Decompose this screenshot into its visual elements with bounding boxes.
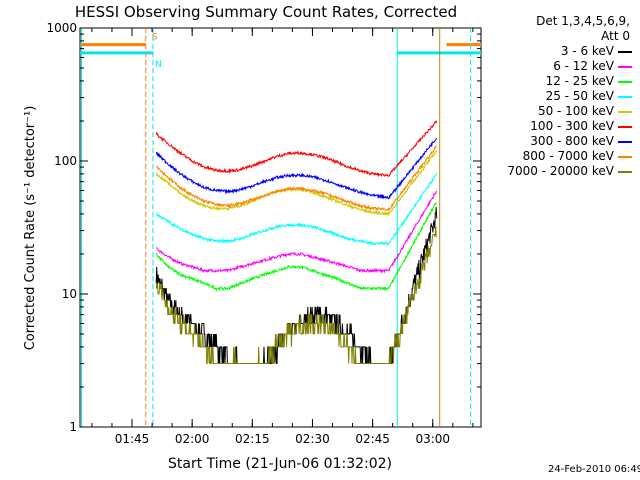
- legend-item: 6 - 12 keV: [496, 59, 636, 74]
- legend-header: Att 0: [496, 29, 636, 44]
- x-tick-label: 02:00: [175, 432, 210, 446]
- legend-item: 50 - 100 keV: [496, 104, 636, 119]
- legend-item: 800 - 7000 keV: [496, 149, 636, 164]
- legend-item: 3 - 6 keV: [496, 44, 636, 59]
- series-line-5: [155, 120, 438, 178]
- y-tick-label: 1000: [46, 21, 77, 35]
- marker-layer: SN: [80, 33, 481, 70]
- series-layer: [155, 120, 438, 364]
- x-tick-label: 03:00: [415, 432, 450, 446]
- legend-swatch: [618, 81, 632, 83]
- series-line-3: [155, 172, 438, 246]
- x-axis-label: Start Time (21-Jun-06 01:32:02): [168, 456, 392, 472]
- legend-label: 300 - 800 keV: [530, 134, 614, 148]
- x-tick-label: 01:45: [115, 432, 150, 446]
- legend-swatch: [618, 156, 632, 158]
- legend-label: 50 - 100 keV: [537, 104, 614, 118]
- legend-swatch: [618, 171, 632, 173]
- y-tick-label: 100: [54, 154, 77, 168]
- legend-swatch: [618, 111, 632, 113]
- legend-swatch: [618, 96, 632, 98]
- legend-swatch: [618, 141, 632, 143]
- chart-title: HESSI Observing Summary Count Rates, Cor…: [75, 3, 457, 21]
- legend-header-text: Att 0: [601, 29, 630, 43]
- legend-item: 7000 - 20000 keV: [496, 164, 636, 179]
- y-tick-label: 1: [69, 420, 77, 434]
- legend-item: 300 - 800 keV: [496, 134, 636, 149]
- legend-label: 800 - 7000 keV: [522, 149, 614, 163]
- legend-swatch: [618, 51, 632, 53]
- legend-label: 100 - 300 keV: [530, 119, 614, 133]
- legend-label: 7000 - 20000 keV: [507, 164, 614, 178]
- vertical-lines-layer: [81, 28, 472, 427]
- legend-header: Det 1,3,4,5,6,9,: [496, 14, 636, 29]
- series-line-2: [155, 201, 437, 292]
- legend-label: 3 - 6 keV: [560, 44, 614, 58]
- axes-layer: 1 10 100 1000 01:45 02:00 02:15 02:30 02:45 03:00: [46, 21, 481, 446]
- marker-label-s: S: [152, 33, 158, 43]
- legend-label: 25 - 50 keV: [545, 89, 614, 103]
- legend-item: 12 - 25 keV: [496, 74, 636, 89]
- legend-item: 25 - 50 keV: [496, 89, 636, 104]
- legend-label: 6 - 12 keV: [553, 59, 614, 73]
- legend-swatch: [618, 126, 632, 128]
- series-line-6: [155, 137, 437, 200]
- x-tick-label: 02:45: [355, 432, 390, 446]
- x-tick-label: 02:30: [295, 432, 330, 446]
- legend-item: 100 - 300 keV: [496, 119, 636, 134]
- y-axis-label: Corrected Count Rate (s⁻¹ detector⁻¹): [23, 106, 38, 351]
- marker-label-n: N: [155, 60, 162, 70]
- series-line-8: [155, 226, 437, 364]
- legend-swatch: [618, 66, 632, 68]
- legend-label: 12 - 25 keV: [545, 74, 614, 88]
- legend-header-text: Det 1,3,4,5,6,9,: [536, 14, 630, 28]
- series-line-1: [156, 190, 438, 274]
- series-line-7: [155, 145, 437, 212]
- date-stamp: 24-Feb-2010 06:49: [548, 464, 640, 475]
- x-tick-label: 02:15: [235, 432, 270, 446]
- series-line-4: [155, 149, 438, 217]
- plot-frame: [79, 27, 482, 428]
- y-tick-label: 10: [62, 287, 77, 301]
